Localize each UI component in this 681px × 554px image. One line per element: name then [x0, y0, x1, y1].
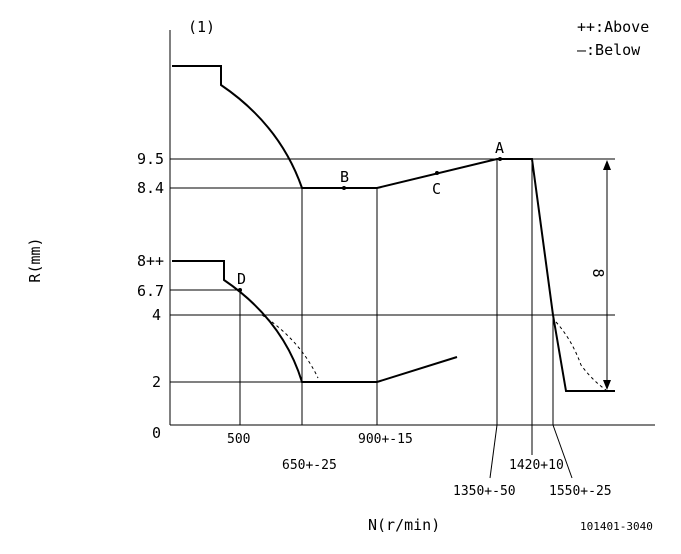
y-tick-0: 0: [152, 424, 161, 442]
legend-above: ++:Above: [577, 18, 649, 36]
y-tick-6-7: 6.7: [137, 282, 164, 300]
y-tick-8-4: 8.4: [137, 179, 164, 197]
dimension-arrow-top: [603, 160, 611, 170]
x-tick-1350: 1350+-50: [453, 484, 516, 499]
point-a-label: A: [495, 139, 504, 157]
x-axis-title: N(r/min): [368, 516, 440, 534]
dimension-arrow-bottom: [603, 380, 611, 390]
y-tick-8pp: 8++: [137, 252, 164, 270]
lower-curve-dashed: [261, 314, 319, 379]
drop-line-dashed: [555, 321, 607, 391]
point-d-marker: [238, 288, 242, 292]
dimension-label: 8: [589, 268, 607, 277]
lower-curve: [172, 260, 458, 383]
leader-1350: [489, 424, 498, 479]
leader-1550: [552, 424, 573, 479]
legend-below: —:Below: [577, 41, 641, 59]
point-b-marker: [342, 186, 346, 190]
point-c-marker: [435, 171, 439, 175]
x-tick-1550: 1550+-25: [549, 484, 612, 499]
drop-line: [552, 314, 615, 392]
point-c-label: C: [432, 180, 441, 198]
y-tick-2: 2: [152, 373, 161, 391]
upper-curve: [172, 65, 554, 316]
y-tick-9-5: 9.5: [137, 150, 164, 168]
part-code: 101401-3040: [580, 520, 653, 533]
point-d-label: D: [237, 270, 246, 288]
point-a-marker: [498, 157, 502, 161]
point-b-label: B: [340, 168, 349, 186]
x-tick-500: 500: [227, 432, 250, 447]
x-tick-650: 650+-25: [282, 458, 337, 473]
figure-label: (1): [188, 18, 215, 36]
x-tick-1420: 1420+10: [509, 458, 564, 473]
x-tick-900: 900+-15: [358, 432, 413, 447]
y-axis-title: R(mm): [26, 237, 44, 282]
y-tick-4: 4: [152, 306, 161, 324]
